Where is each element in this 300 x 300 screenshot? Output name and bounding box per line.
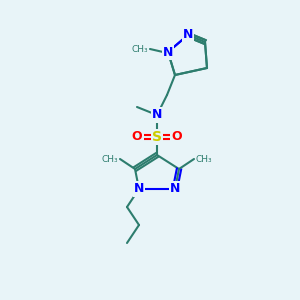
Text: N: N	[152, 109, 162, 122]
Text: S: S	[152, 130, 162, 144]
Text: CH₃: CH₃	[196, 154, 213, 164]
Text: O: O	[132, 130, 142, 143]
Text: N: N	[134, 182, 144, 196]
Text: CH₃: CH₃	[131, 44, 148, 53]
Text: CH₃: CH₃	[101, 154, 118, 164]
Text: O: O	[172, 130, 182, 143]
Text: N: N	[183, 28, 193, 41]
Text: N: N	[170, 182, 180, 196]
Text: N: N	[163, 46, 173, 59]
